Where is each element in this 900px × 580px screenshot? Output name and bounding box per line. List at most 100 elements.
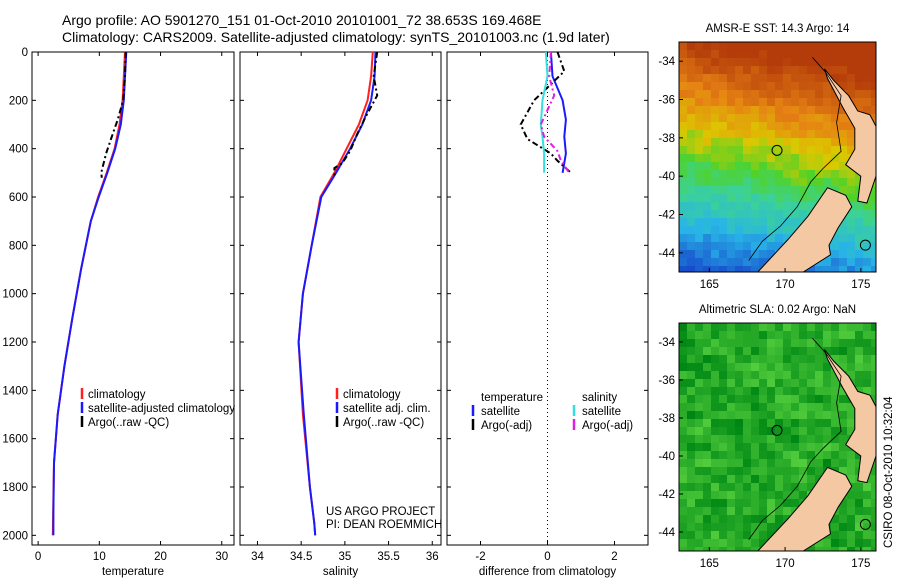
sla_map-cell (743, 443, 752, 452)
sst_map-cell (783, 186, 792, 195)
sla_map-cell (815, 355, 824, 364)
sst_map-cell (847, 74, 856, 83)
sst_map-cell (711, 50, 720, 59)
sla_map-cell (743, 363, 752, 372)
sla_map-cell (687, 371, 696, 380)
sla_map-cell (759, 331, 768, 340)
sst_map-cell (703, 218, 712, 227)
sla_map-cell (679, 395, 688, 404)
sst_map-cell (791, 170, 800, 179)
temperature-series-satellite-adjusted-climatology (52, 51, 128, 536)
sla_map-cell (759, 483, 768, 492)
sst_map-cell (703, 266, 712, 272)
sst_map-cell (791, 146, 800, 155)
sla_map-cell (743, 491, 752, 500)
temperature-xtick-label: 10 (93, 551, 106, 563)
sst_map-cell (791, 114, 800, 123)
sst_map-cell (807, 66, 816, 75)
sla_map-cell (775, 331, 784, 340)
sla_map-cell (687, 443, 696, 452)
sla_map-cell (719, 379, 728, 388)
sla_map-cell (687, 339, 696, 348)
sst_map-cell (799, 130, 808, 139)
sla_map-cell (687, 531, 696, 540)
sst_map-cell (831, 138, 840, 147)
sla_map-cell (767, 499, 776, 508)
sst_map-cell (839, 250, 848, 259)
sst_map-cell (727, 82, 736, 91)
sst_map-cell (855, 106, 864, 115)
sst_map-cell (855, 178, 864, 187)
sla_map-cell (871, 387, 876, 396)
sla_map-cell (703, 451, 712, 460)
sla_map-land-south-island (757, 466, 853, 551)
sst_map-cell (687, 202, 696, 211)
sla_map-cell (679, 531, 688, 540)
sla_map-cell (831, 443, 840, 452)
sst_map-cell (759, 146, 768, 155)
sla_map-cell (679, 355, 688, 364)
sla_map-cell (711, 547, 720, 551)
sla_map-cell (743, 435, 752, 444)
sla_map-cell (807, 339, 816, 348)
sst_map-cell (719, 82, 728, 91)
sla_map-cell (847, 427, 856, 436)
sla_map-cell (687, 323, 696, 332)
sla_map-cell (679, 467, 688, 476)
sst_map-cell (791, 50, 800, 59)
sla_map-cell (743, 379, 752, 388)
sst_map-cell (719, 210, 728, 219)
sla_map-cell (823, 371, 832, 380)
sst_map-cell (719, 98, 728, 107)
sst_map-cell (791, 154, 800, 163)
sla_map-cell (783, 411, 792, 420)
temperature-legend-label: satellite-adjusted climatology (88, 403, 235, 415)
sst_map-cell (815, 106, 824, 115)
sla_map-cell (759, 507, 768, 516)
sla_map-cell (735, 547, 744, 551)
sst_map-cell (687, 178, 696, 187)
sst_map-title: AMSR-E SST: 14.3 Argo: 14 (706, 23, 850, 35)
sst_map-cell (799, 202, 808, 211)
sla_map-title: Altimetric SLA: 0.02 Argo: NaN (699, 304, 856, 316)
sst_map-cell (687, 162, 696, 171)
sst_map-cell (855, 98, 864, 107)
sla_map-cell (807, 371, 816, 380)
sst_map-cell (871, 258, 876, 267)
sla_map-cell (751, 339, 760, 348)
sst_map-cell (783, 50, 792, 59)
sla_map-cell (863, 363, 872, 372)
sla_map-cell (767, 483, 776, 492)
sst_map-cell (695, 202, 704, 211)
sla_map-cell (703, 507, 712, 516)
sla_map-cell (775, 475, 784, 484)
sst_map-cell (695, 114, 704, 123)
sla_map-cell (743, 507, 752, 516)
sla_map-cell (695, 499, 704, 508)
sst_map-cell (767, 58, 776, 67)
sst_map-panel: AMSR-E SST: 14.3 Argo: 14 165 170 175 -34 -36… (658, 23, 877, 291)
sla_map-cell (799, 347, 808, 356)
sst_map-cell (839, 266, 848, 272)
sst_map-cell (735, 234, 744, 243)
sla_map-cell (719, 451, 728, 460)
sla_map-cell (695, 539, 704, 548)
sla_map-cell (855, 363, 864, 372)
sla_map-cell (775, 355, 784, 364)
sla_map-cell (831, 331, 840, 340)
sst_map-cell (743, 178, 752, 187)
sst_map-cell (679, 90, 688, 99)
sst_map-cell (703, 58, 712, 67)
sla_map-cell (727, 475, 736, 484)
sla_map-cell (735, 395, 744, 404)
sst_map-frame (678, 41, 877, 273)
sla_map-cell (863, 539, 872, 548)
sst_map-cell (751, 162, 760, 171)
sla_map-cell (743, 547, 752, 551)
sla_map-cell (687, 411, 696, 420)
sst_map-cell (839, 154, 848, 163)
sla_map-cell (759, 427, 768, 436)
climatology-title: Climatology: CARS2009. Satellite-adjuste… (62, 29, 610, 45)
sla_map-cell (799, 363, 808, 372)
sst_map-cell (831, 242, 840, 251)
